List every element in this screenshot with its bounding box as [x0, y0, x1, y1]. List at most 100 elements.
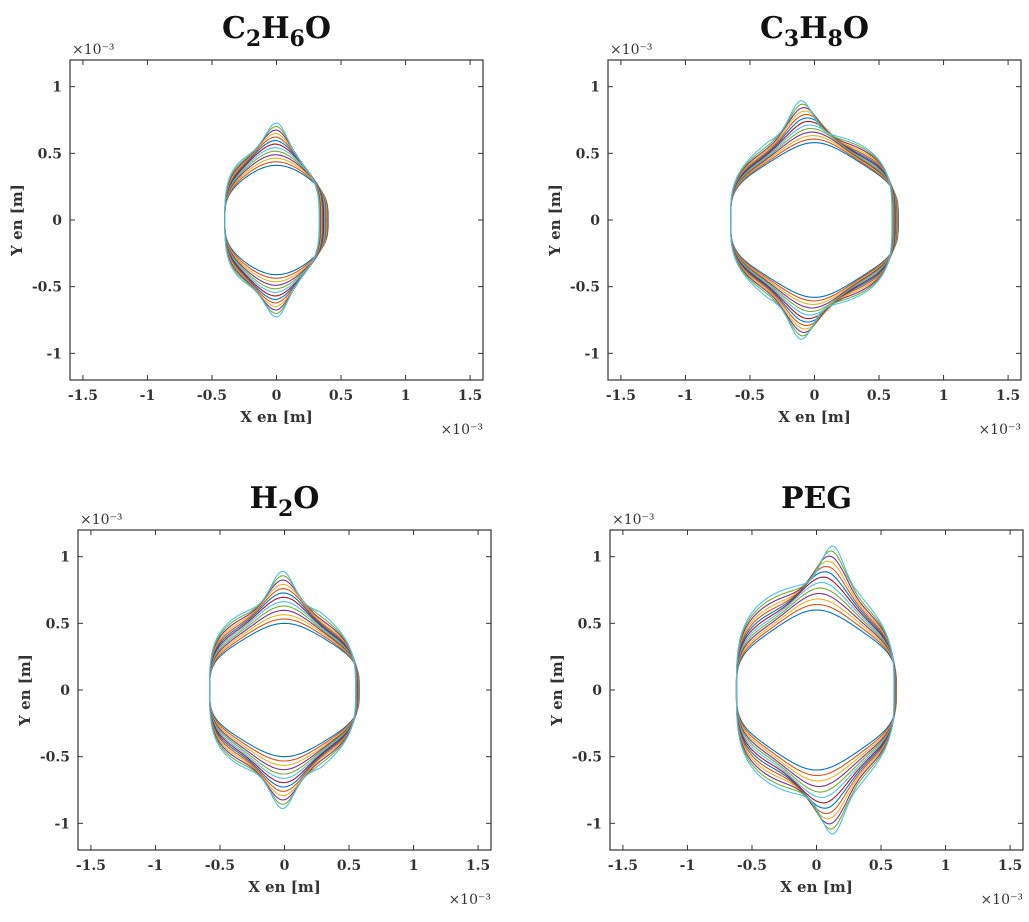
- y-tick-label: -1: [46, 346, 62, 362]
- x-tick-label: 0: [810, 388, 820, 404]
- chart-panel-c3h8o: C3H8O -1.5 -1 -0.5 0 0.5 1 1.5 -1 -0.5 0 0.5 1 X en […: [538, 0, 1029, 452]
- y-tick-label: 0: [590, 213, 600, 229]
- chart-svg: H2O -1.5 -1 -0.5 0 0.5 1 1.5 -1 -0.5 0 0.5 1 X en [m]…: [16, 481, 492, 908]
- chart-panel-c2h6o: C2H6O -1.5 -1 -0.5 0 0.5 1 1.5 -1 -0.5 0 0.5 1 X en […: [0, 0, 514, 452]
- x-tick-label: 1: [939, 388, 949, 404]
- x-tick-label: -1: [678, 388, 694, 404]
- x-tick-label: -0.5: [735, 388, 765, 404]
- y-exponent-label: ×10⁻³: [610, 42, 653, 58]
- x-tick-label: 1: [401, 388, 411, 404]
- y-tick-label: 0.5: [38, 146, 62, 162]
- chart-title-part: H: [799, 11, 827, 46]
- x-exponent-label: ×10⁻³: [980, 892, 1023, 908]
- x-tick-label: -0.5: [737, 858, 767, 874]
- x-tick-label: 1.5: [996, 388, 1020, 404]
- y-tick-label: -0.5: [40, 750, 70, 766]
- chart-title-part: H: [261, 11, 289, 46]
- y-axis-label: Y en [m]: [548, 654, 566, 727]
- chart-title: PEG: [781, 481, 852, 516]
- chart-title: H2O: [250, 481, 320, 522]
- x-tick-label: 0.5: [867, 388, 891, 404]
- chart-panel-h2o: H2O -1.5 -1 -0.5 0 0.5 1 1.5 -1 -0.5 0 0.5 1 X en [m]…: [8, 470, 522, 922]
- curves-group: [735, 545, 898, 835]
- x-tick-label: 1.5: [466, 858, 490, 874]
- y-tick-label: 1: [60, 550, 70, 566]
- x-exponent-label: ×10⁻³: [448, 892, 491, 908]
- y-tick-label: 0.5: [576, 146, 600, 162]
- y-tick-label: -0.5: [572, 750, 602, 766]
- chart-svg: C2H6O -1.5 -1 -0.5 0 0.5 1 1.5 -1 -0.5 0 0.5 1 X en […: [8, 11, 484, 438]
- x-tick-label: -1.5: [608, 858, 638, 874]
- x-tick-label: -1.5: [606, 388, 636, 404]
- chart-title: C2H6O: [222, 11, 331, 52]
- chart-title: C3H8O: [760, 11, 869, 52]
- x-tick-label: -1.5: [76, 858, 106, 874]
- x-tick-label: 0: [280, 858, 290, 874]
- y-tick-label: -1: [586, 816, 602, 832]
- chart-svg: C3H8O -1.5 -1 -0.5 0 0.5 1 1.5 -1 -0.5 0 0.5 1 X en […: [546, 11, 1022, 438]
- y-tick-label: 1: [52, 80, 62, 96]
- y-tick-label: 0: [60, 683, 70, 699]
- x-axis-label: X en [m]: [240, 408, 313, 426]
- y-axis-label: Y en [m]: [8, 184, 26, 257]
- chart-title-part: O: [843, 11, 869, 46]
- y-tick-label: -1: [54, 816, 70, 832]
- chart-title-part: C: [760, 11, 784, 46]
- chart-title-part: H: [250, 481, 278, 516]
- y-exponent-label: ×10⁻³: [612, 512, 655, 528]
- y-tick-label: 0.5: [578, 616, 602, 632]
- x-axis-label: X en [m]: [248, 878, 321, 896]
- curves-group: [209, 570, 360, 810]
- x-axis-label: X en [m]: [778, 408, 851, 426]
- chart-title-part: 6: [290, 26, 305, 52]
- x-tick-label: 0: [812, 858, 822, 874]
- x-tick-label: 0.5: [329, 388, 353, 404]
- y-exponent-label: ×10⁻³: [72, 42, 115, 58]
- x-tick-label: 1.5: [458, 388, 482, 404]
- y-exponent-label: ×10⁻³: [80, 512, 123, 528]
- chart-panel-peg: PEG -1.5 -1 -0.5 0 0.5 1 1.5 -1 -0.5 0 0.5 1 X en [m]…: [540, 470, 1029, 922]
- chart-title-part: 8: [828, 26, 843, 52]
- x-axis-label: X en [m]: [780, 878, 853, 896]
- chart-title-part: 3: [784, 26, 799, 52]
- chart-title-part: C: [222, 11, 246, 46]
- x-tick-label: -1.5: [68, 388, 98, 404]
- y-tick-label: 0: [592, 683, 602, 699]
- x-tick-label: -0.5: [205, 858, 235, 874]
- chart-title-part: 2: [278, 496, 293, 522]
- chart-title-part: 2: [246, 26, 261, 52]
- contour-curve: [209, 570, 357, 810]
- chart-title-part: O: [305, 11, 331, 46]
- x-tick-label: 0.5: [869, 858, 893, 874]
- chart-svg: PEG -1.5 -1 -0.5 0 0.5 1 1.5 -1 -0.5 0 0.5 1 X en [m]…: [548, 481, 1024, 908]
- contour-curve: [735, 545, 895, 835]
- contour-curve: [730, 100, 893, 340]
- plot-area: [607, 59, 1022, 381]
- plot-area: [609, 529, 1024, 851]
- y-axis-label: Y en [m]: [16, 654, 34, 727]
- chart-title-part: O: [293, 481, 319, 516]
- x-tick-label: 1: [409, 858, 419, 874]
- x-tick-label: -1: [680, 858, 696, 874]
- curves-group: [730, 100, 899, 340]
- y-tick-label: 1: [590, 80, 600, 96]
- y-tick-label: 0: [52, 213, 62, 229]
- contour-curve: [224, 122, 320, 318]
- plot-area: [69, 59, 484, 381]
- x-tick-label: -1: [140, 388, 156, 404]
- x-tick-label: 1.5: [998, 858, 1022, 874]
- x-tick-label: 0: [272, 388, 282, 404]
- y-axis-label: Y en [m]: [546, 184, 564, 257]
- x-tick-label: -0.5: [197, 388, 227, 404]
- y-tick-label: 0.5: [46, 616, 70, 632]
- x-tick-label: -1: [148, 858, 164, 874]
- x-exponent-label: ×10⁻³: [978, 422, 1021, 438]
- x-tick-label: 0.5: [337, 858, 361, 874]
- y-tick-label: -0.5: [32, 280, 62, 296]
- chart-title-part: PEG: [781, 481, 852, 516]
- x-tick-label: 1: [941, 858, 951, 874]
- y-tick-label: 1: [592, 550, 602, 566]
- y-tick-label: -1: [584, 346, 600, 362]
- x-exponent-label: ×10⁻³: [440, 422, 483, 438]
- y-tick-label: -0.5: [570, 280, 600, 296]
